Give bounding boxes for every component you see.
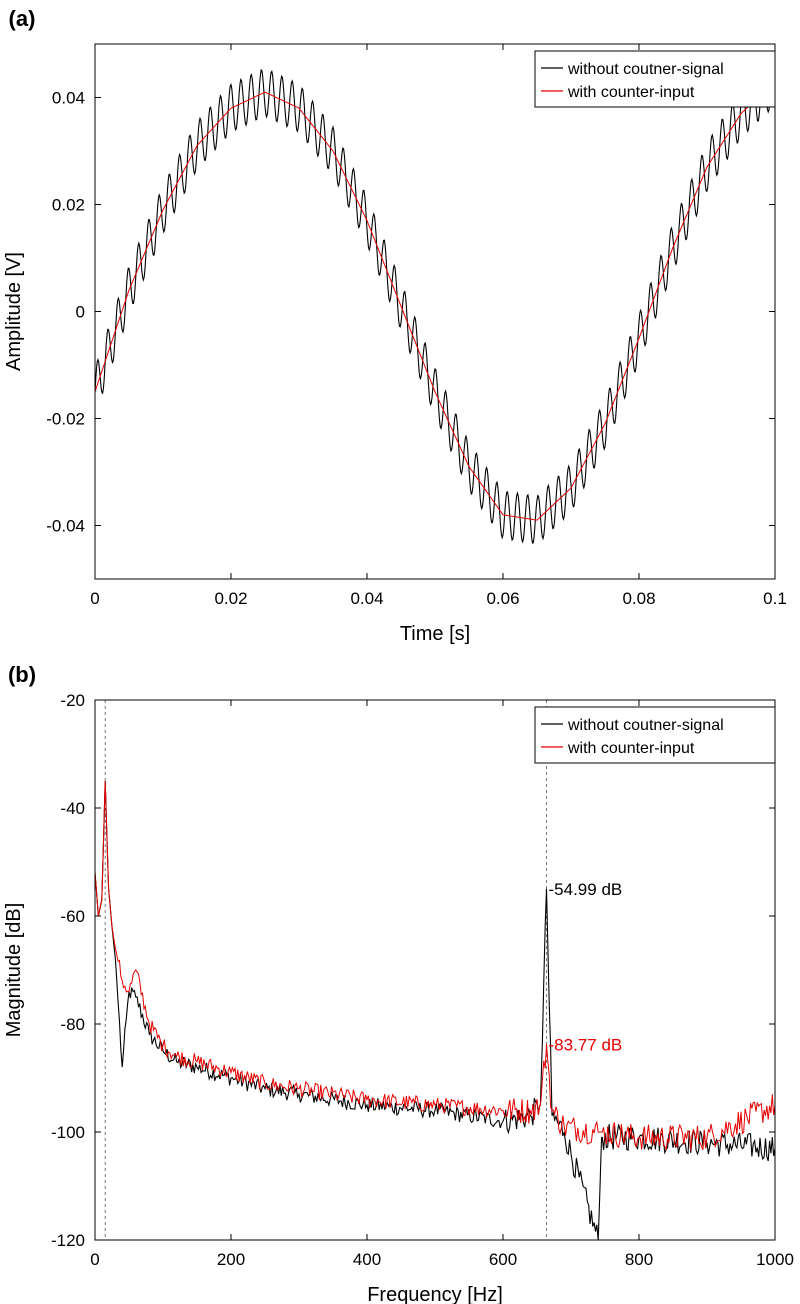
x-tick-label: 0.08 [622, 589, 655, 608]
plot-area [95, 780, 775, 1240]
series-line-without-counter-signal [95, 780, 775, 1240]
x-tick-label: 0 [90, 589, 99, 608]
y-tick-label: 0.04 [52, 89, 85, 108]
x-tick-label: 0 [90, 1250, 99, 1269]
y-tick-label: -0.04 [46, 517, 85, 536]
y-tick-label: -40 [60, 799, 85, 818]
y-axis-label: Amplitude [V] [3, 252, 25, 371]
y-tick-label: -60 [60, 907, 85, 926]
legend-entry: with counter-input [567, 740, 695, 757]
y-tick-label: 0 [76, 303, 85, 322]
x-tick-label: 0.02 [214, 589, 247, 608]
y-tick-label: 0.02 [52, 196, 85, 215]
x-tick-label: 400 [353, 1250, 381, 1269]
legend-box [534, 50, 776, 108]
x-tick-label: 600 [489, 1250, 517, 1269]
y-tick-label: -80 [60, 1015, 85, 1034]
legend-box [534, 706, 776, 764]
x-tick-label: 200 [217, 1250, 245, 1269]
x-tick-label: 0.1 [763, 589, 787, 608]
series-line-with-counter-input [95, 780, 775, 1151]
plot-area [95, 56, 775, 544]
chart-panel-a: (a) 0 0.02 0.04 0.06 0.08 0.1 -0.04 -0.02 0 0.02 0.… [3, 6, 787, 645]
x-tick-label: 800 [625, 1250, 653, 1269]
legend-entry: without coutner-signal [567, 61, 724, 78]
legend-entry: with counter-input [567, 84, 695, 101]
panel-label: (b) [8, 662, 36, 687]
series-line-with-counter-input [95, 81, 775, 521]
x-axis-label: Time [s] [400, 623, 470, 645]
peak-annotation: -54.99 dB [549, 880, 623, 899]
x-tick-label: 0.06 [486, 589, 519, 608]
panel-label: (a) [9, 6, 36, 31]
x-axis-label: Frequency [Hz] [367, 1284, 503, 1304]
x-tick-label: 0.04 [350, 589, 383, 608]
series-line-without-counter-signal [95, 56, 775, 544]
y-tick-label: -100 [51, 1123, 85, 1142]
peak-annotation: -83.77 dB [549, 1035, 623, 1054]
chart-panel-b: (b) 0 200 400 600 800 1000 -120 -100 -80 -60 -40 -20… [3, 662, 794, 1304]
y-tick-label: -0.02 [46, 410, 85, 429]
y-tick-label: -20 [60, 691, 85, 710]
axes-box [94, 699, 776, 1241]
legend: without coutner-signal with counter-input [534, 706, 776, 764]
legend: without coutner-signal with counter-input [534, 50, 776, 108]
axes-box [94, 43, 776, 580]
y-tick-label: -120 [51, 1231, 85, 1250]
x-tick-label: 1000 [756, 1250, 794, 1269]
legend-entry: without coutner-signal [567, 717, 724, 734]
y-axis-label: Magnitude [dB] [3, 903, 25, 1038]
